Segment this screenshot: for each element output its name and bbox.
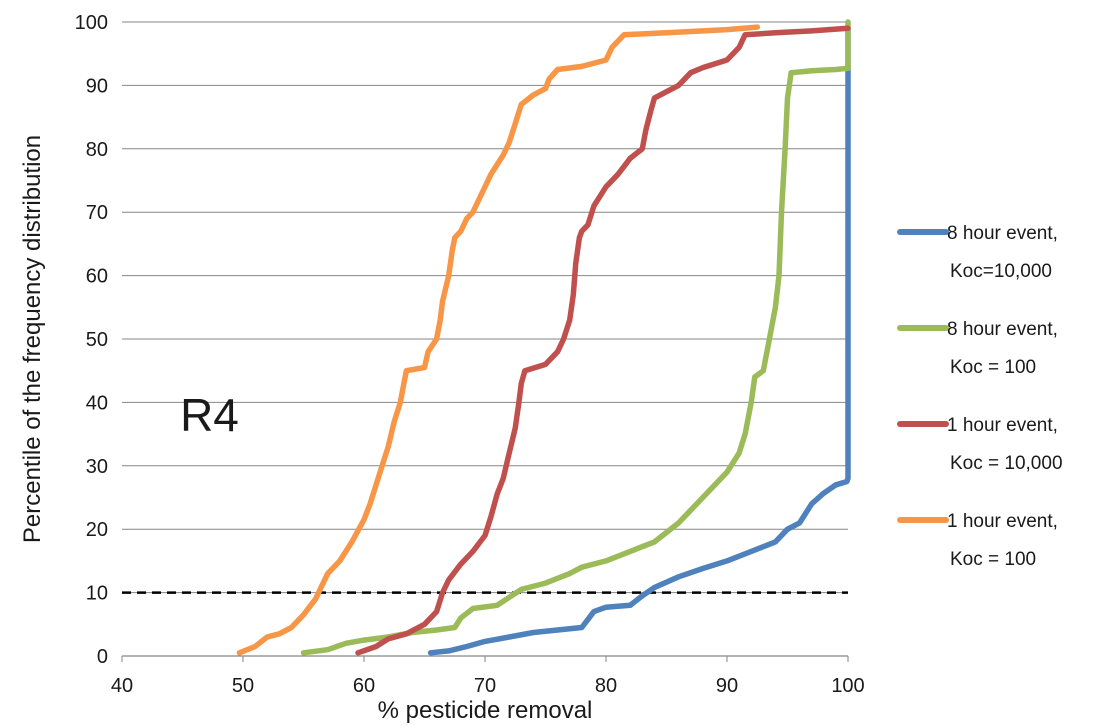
legend-label: Koc = 10,000	[950, 453, 1063, 474]
legend-label: 1 hour event,	[947, 511, 1058, 532]
legend-label: Koc=10,000	[950, 261, 1052, 282]
y-tick-label: 90	[86, 75, 108, 97]
series-line-1	[427, 25, 851, 656]
x-tick-labels: 40 50 60 70 80 90 100	[111, 675, 865, 697]
legend-label: 1 hour event,	[947, 415, 1058, 436]
y-tick-labels: 0 10 20 30 40 50 60 70 80 90 100	[75, 12, 108, 668]
chart-annotation: R4	[180, 389, 239, 441]
series-line-4	[236, 24, 761, 656]
series-line-3	[355, 25, 851, 656]
legend: 8 hour event, Koc=10,000 8 hour event, Koc …	[897, 223, 1063, 570]
legend-label: 8 hour event,	[947, 319, 1058, 340]
x-tick-label: 60	[353, 675, 375, 697]
legend-label: 8 hour event,	[947, 223, 1058, 244]
y-axis-title: Percentile of the frequency distribution	[19, 135, 46, 543]
legend-label: Koc = 100	[950, 549, 1036, 570]
y-tick-label: 0	[97, 646, 108, 668]
x-tick-label: 90	[716, 675, 738, 697]
legend-label: Koc = 100	[950, 357, 1036, 378]
series-line-2	[300, 19, 851, 656]
x-tick-label: 80	[595, 675, 617, 697]
x-tick-label: 40	[111, 675, 133, 697]
x-tick-label: 100	[831, 675, 864, 697]
series-lines	[236, 19, 851, 656]
x-axis-title: % pesticide removal	[378, 697, 593, 724]
y-tick-label: 80	[86, 139, 108, 161]
gridlines	[122, 21, 848, 657]
x-tick-label: 70	[474, 675, 496, 697]
x-tick-label: 50	[232, 675, 254, 697]
axes	[121, 655, 849, 662]
y-tick-label: 100	[75, 12, 108, 34]
y-tick-label: 20	[86, 519, 108, 541]
y-tick-label: 10	[86, 583, 108, 605]
y-tick-label: 30	[86, 456, 108, 478]
y-tick-label: 50	[86, 329, 108, 351]
y-tick-label: 40	[86, 392, 108, 414]
y-tick-label: 60	[86, 266, 108, 288]
y-tick-label: 70	[86, 202, 108, 224]
